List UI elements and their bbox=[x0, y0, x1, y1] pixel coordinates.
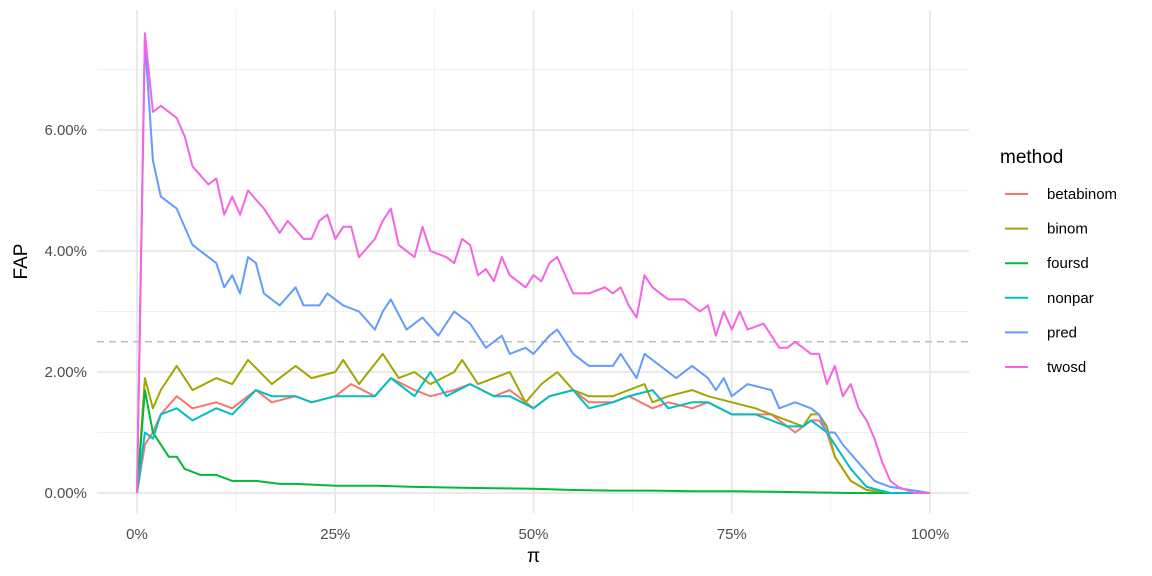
legend-label-twosd: twosd bbox=[1047, 359, 1086, 376]
legend-item-foursd: foursd bbox=[1005, 255, 1089, 272]
x-tick-label: 75% bbox=[717, 526, 747, 543]
series-lines bbox=[136, 32, 931, 494]
series-line-twosd bbox=[136, 32, 930, 494]
legend-label-binom: binom bbox=[1047, 221, 1088, 238]
x-tick-label: 25% bbox=[320, 526, 350, 543]
legend-label-betabinom: betabinom bbox=[1047, 186, 1117, 203]
x-axis-title: π bbox=[527, 546, 540, 567]
x-tick-label: 50% bbox=[518, 526, 548, 543]
y-tick-label: 0.00% bbox=[44, 485, 87, 502]
legend-label-foursd: foursd bbox=[1047, 255, 1089, 272]
legend-items: betabinom binom foursd nonpar pred twosd bbox=[1005, 186, 1117, 376]
x-tick-label: 100% bbox=[911, 526, 949, 543]
y-tick-label: 2.00% bbox=[44, 364, 87, 381]
series-line-nonpar bbox=[136, 371, 930, 494]
y-tick-label: 4.00% bbox=[44, 243, 87, 260]
series-line-foursd bbox=[136, 389, 930, 494]
legend-item-betabinom: betabinom bbox=[1005, 186, 1117, 203]
y-tick-label: 6.00% bbox=[44, 122, 87, 139]
x-axis-ticks: 0% 25% 50% 75% 100% bbox=[126, 526, 949, 543]
legend-item-twosd: twosd bbox=[1005, 359, 1086, 376]
legend-item-nonpar: nonpar bbox=[1005, 290, 1094, 307]
legend-title: method bbox=[1000, 147, 1063, 168]
legend-item-binom: binom bbox=[1005, 221, 1088, 238]
y-axis-title: FAP bbox=[11, 244, 32, 280]
legend-label-pred: pred bbox=[1047, 324, 1077, 341]
legend: method betabinom binom foursd nonpar pred two… bbox=[1000, 147, 1117, 376]
x-tick-label: 0% bbox=[126, 526, 148, 543]
legend-label-nonpar: nonpar bbox=[1047, 290, 1094, 307]
legend-item-pred: pred bbox=[1005, 324, 1077, 341]
y-axis-ticks: 0.00% 2.00% 4.00% 6.00% bbox=[44, 122, 87, 502]
series-line-pred bbox=[136, 38, 931, 494]
